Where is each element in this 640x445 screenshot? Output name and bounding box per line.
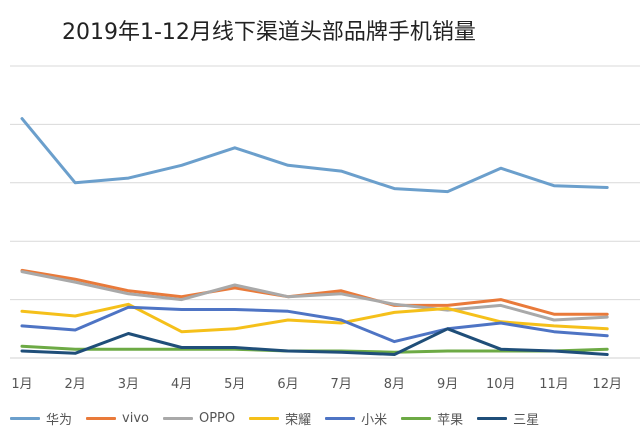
legend-label: vivo bbox=[122, 410, 149, 426]
x-tick-label: 12月 bbox=[592, 377, 622, 392]
x-tick-label: 2月 bbox=[65, 377, 86, 392]
series-line-华为 bbox=[20, 117, 609, 194]
series-line-三星 bbox=[20, 327, 609, 356]
x-tick-label: 10月 bbox=[486, 377, 516, 392]
legend: 华为 vivo OPPO 荣耀 小米 苹果 三星 bbox=[10, 406, 553, 430]
legend-label: 三星 bbox=[513, 412, 540, 428]
legend-swatch bbox=[477, 416, 508, 420]
legend-item: 小米 bbox=[325, 409, 387, 428]
x-tick-label: 4月 bbox=[171, 377, 192, 392]
legend-swatch bbox=[249, 416, 280, 420]
legend-item: 苹果 bbox=[401, 409, 463, 428]
legend-label: 小米 bbox=[361, 412, 388, 428]
x-tick-label: 3月 bbox=[118, 377, 139, 392]
series-line-小米 bbox=[20, 305, 609, 344]
legend-label: OPPO bbox=[198, 410, 236, 426]
x-tick-label: 7月 bbox=[331, 377, 352, 392]
chart-title: 2019年1-12月线下渠道头部品牌手机销量 bbox=[62, 20, 476, 45]
legend-item: 三星 bbox=[477, 409, 539, 428]
x-tick-label: 1月 bbox=[11, 377, 32, 392]
x-tick-label: 6月 bbox=[277, 377, 298, 392]
legend-swatch bbox=[10, 416, 40, 420]
legend-label: 华为 bbox=[46, 412, 73, 428]
legend-swatch bbox=[162, 416, 193, 420]
legend-item: 华为 bbox=[10, 409, 72, 428]
legend-label: 苹果 bbox=[437, 412, 464, 428]
legend-swatch bbox=[401, 416, 432, 420]
series-line-OPPO bbox=[20, 270, 609, 322]
x-tick-label: 8月 bbox=[384, 377, 405, 392]
legend-swatch bbox=[325, 416, 356, 420]
legend-item: OPPO bbox=[162, 410, 236, 426]
x-tick-label: 5月 bbox=[224, 377, 245, 392]
x-tick-label: 11月 bbox=[539, 377, 569, 392]
legend-item: 荣耀 bbox=[249, 409, 311, 428]
legend-label: 荣耀 bbox=[285, 412, 312, 428]
series-line-荣耀 bbox=[20, 302, 609, 334]
x-tick-label: 9月 bbox=[437, 377, 458, 392]
legend-item: vivo bbox=[86, 411, 149, 426]
legend-swatch bbox=[86, 416, 117, 420]
